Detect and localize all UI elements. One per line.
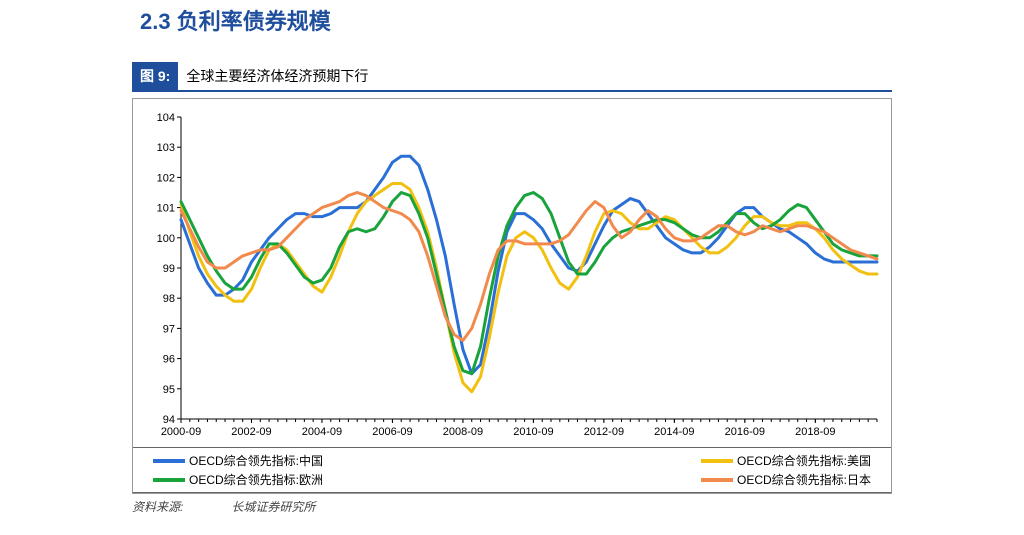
y-tick-label: 99 xyxy=(163,263,175,275)
x-tick-label: 2008-09 xyxy=(443,426,483,438)
source-label: 资料来源: xyxy=(132,498,183,515)
x-tick-label: 2000-09 xyxy=(161,426,201,438)
x-tick-label: 2006-09 xyxy=(372,426,412,438)
figure-tag: 图 9: xyxy=(132,62,178,90)
x-tick-label: 2004-09 xyxy=(302,426,342,438)
y-tick-label: 104 xyxy=(157,112,175,124)
x-tick-label: 2012-09 xyxy=(584,426,624,438)
series-line xyxy=(181,156,877,373)
legend-item: OECD综合领先指标:美国 xyxy=(701,452,871,469)
legend-swatch xyxy=(153,478,185,482)
x-tick-label: 2002-09 xyxy=(231,426,271,438)
y-tick-label: 95 xyxy=(163,384,175,396)
legend-item: OECD综合领先指标:中国 xyxy=(153,452,323,469)
legend: OECD综合领先指标:中国 OECD综合领先指标:欧洲 OECD综合领先指标:美国… xyxy=(133,447,891,493)
x-tick-label: 2016-09 xyxy=(725,426,765,438)
y-tick-label: 96 xyxy=(163,354,175,366)
section-heading: 负利率债券规模 xyxy=(177,9,331,34)
y-tick-label: 101 xyxy=(157,203,175,215)
legend-swatch xyxy=(153,459,185,463)
legend-col-right: OECD综合领先指标:美国 OECD综合领先指标:日本 xyxy=(681,452,891,488)
y-tick-label: 98 xyxy=(163,293,175,305)
legend-col-left: OECD综合领先指标:中国 OECD综合领先指标:欧洲 xyxy=(133,452,343,488)
chart-container: 94 95 96 97 98 99 100 101 102 103 104 2000-09 2002-0… xyxy=(132,98,892,494)
figure-header: 图 9: 全球主要经济体经济预期下行 xyxy=(132,62,892,92)
line-chart: 94 95 96 97 98 99 100 101 102 103 104 2000-09 2002-0… xyxy=(141,107,885,447)
x-tick-label: 2014-09 xyxy=(654,426,694,438)
y-tick-label: 97 xyxy=(163,323,175,335)
legend-swatch xyxy=(701,478,733,482)
section-number: 2.3 xyxy=(140,9,171,34)
legend-label: OECD综合领先指标:美国 xyxy=(737,452,871,469)
legend-label: OECD综合领先指标:欧洲 xyxy=(189,471,323,488)
y-tick-label: 103 xyxy=(157,142,175,154)
y-tick-label: 100 xyxy=(157,233,175,245)
source-line: 资料来源: 长城证券研究所 xyxy=(132,498,1024,515)
x-tick-label: 2010-09 xyxy=(513,426,553,438)
legend-item: OECD综合领先指标:日本 xyxy=(701,471,871,488)
figure-title: 全球主要经济体经济预期下行 xyxy=(178,62,376,90)
section-title: 2.3 负利率债券规模 xyxy=(0,0,1024,44)
legend-swatch xyxy=(701,459,733,463)
series-line xyxy=(181,183,877,391)
plot-wrap: 94 95 96 97 98 99 100 101 102 103 104 2000-09 2002-0… xyxy=(133,99,891,447)
y-tick-label: 94 xyxy=(163,414,175,426)
legend-label: OECD综合领先指标:日本 xyxy=(737,471,871,488)
source-value: 长城证券研究所 xyxy=(231,498,315,515)
x-tick-label: 2018-09 xyxy=(795,426,835,438)
y-tick-label: 102 xyxy=(157,172,175,184)
series-line xyxy=(181,193,877,341)
legend-label: OECD综合领先指标:中国 xyxy=(189,452,323,469)
legend-item: OECD综合领先指标:欧洲 xyxy=(153,471,323,488)
